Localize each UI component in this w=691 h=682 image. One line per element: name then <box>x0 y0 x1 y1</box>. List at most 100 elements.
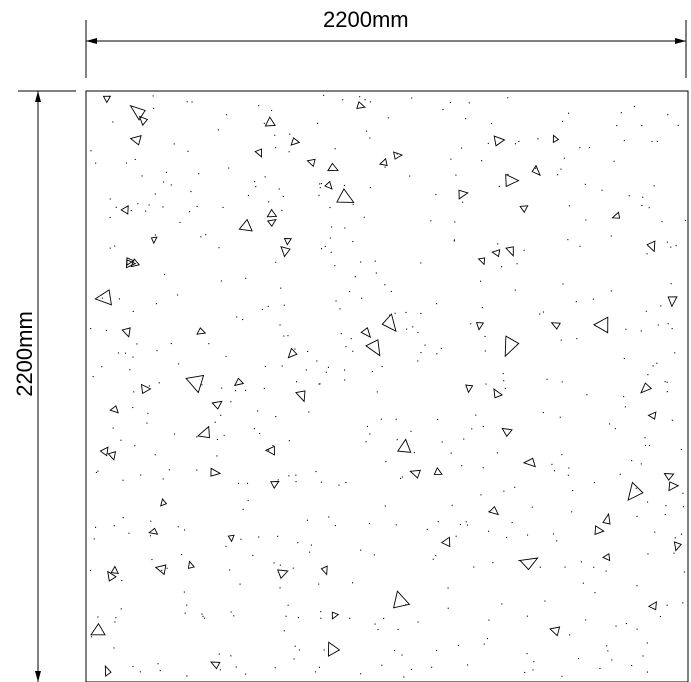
hatch-dot <box>360 261 362 263</box>
hatch-dot <box>660 305 662 307</box>
hatch-triangle <box>493 388 504 399</box>
hatch-triangle <box>505 173 520 188</box>
hatch-triangle <box>393 590 411 609</box>
hatch-triangle <box>121 327 131 338</box>
hatch-dot <box>514 486 516 488</box>
hatch-dot <box>334 148 336 150</box>
hatch-dot <box>117 352 119 354</box>
hatch-dot <box>636 628 638 630</box>
hatch-dot <box>285 615 287 617</box>
hatch-dot <box>568 112 570 114</box>
hatch-triangle <box>238 218 253 232</box>
hatch-dot <box>412 326 414 328</box>
hatch-dot <box>95 471 97 473</box>
hatch-dot <box>115 617 117 619</box>
left-dimension-arrow-top <box>35 91 41 102</box>
hatch-triangle <box>381 313 397 332</box>
hatch-dot <box>109 247 111 249</box>
concrete-hatch-pattern <box>90 94 686 678</box>
hatch-dot <box>426 528 428 530</box>
hatch-dot <box>453 240 455 242</box>
hatch-dot <box>306 519 308 521</box>
hatch-triangle <box>196 425 210 439</box>
left-dimension-arrow-bottom <box>35 671 41 682</box>
hatch-dot <box>242 508 244 510</box>
hatch-dot <box>677 124 679 126</box>
hatch-dot <box>682 602 684 604</box>
hatch-dot <box>435 194 437 196</box>
hatch-dot <box>544 600 546 602</box>
hatch-dot <box>196 469 198 471</box>
hatch-dot <box>153 107 155 109</box>
hatch-dot <box>245 673 247 675</box>
hatch-triangle <box>160 498 168 507</box>
hatch-dot <box>314 671 316 673</box>
hatch-triangle <box>283 238 293 246</box>
hatch-dot <box>442 109 444 111</box>
hatch-dot <box>667 114 669 116</box>
hatch-dot <box>681 533 683 535</box>
hatch-dot <box>376 391 378 393</box>
hatch-dot <box>560 168 562 170</box>
hatch-dot <box>174 433 176 435</box>
hatch-dot <box>141 175 143 177</box>
hatch-dot <box>90 569 92 571</box>
hatch-triangle <box>140 383 152 395</box>
hatch-dot <box>542 412 544 414</box>
hatch-dot <box>128 532 130 534</box>
hatch-dot <box>487 142 489 144</box>
hatch-dot <box>507 97 509 99</box>
hatch-dot <box>492 562 494 564</box>
hatch-dot <box>93 538 95 540</box>
hatch-triangle <box>640 382 653 394</box>
hatch-dot <box>152 95 154 97</box>
hatch-dot <box>279 564 281 566</box>
hatch-dot <box>315 471 317 473</box>
hatch-dot <box>329 237 331 239</box>
hatch-dot <box>335 300 337 302</box>
hatch-dot <box>465 118 467 120</box>
hatch-dot <box>625 623 627 625</box>
hatch-dot <box>137 203 139 205</box>
hatch-dot <box>400 477 402 479</box>
hatch-dot <box>467 664 469 666</box>
hatch-dot <box>430 220 432 222</box>
hatch-dot <box>560 339 562 341</box>
hatch-dot <box>139 671 141 673</box>
hatch-dot <box>535 167 537 169</box>
hatch-dot <box>354 276 356 278</box>
hatch-dot <box>457 644 459 646</box>
hatch-dot <box>579 245 581 247</box>
hatch-dot <box>585 219 587 221</box>
hatch-triangle <box>110 565 119 574</box>
hatch-dot <box>623 140 625 142</box>
hatch-dot <box>155 303 157 305</box>
hatch-dot <box>145 210 147 212</box>
hatch-dot <box>537 138 539 140</box>
hatch-triangle <box>99 446 109 457</box>
hatch-dot <box>661 221 663 223</box>
hatch-dot <box>644 444 646 446</box>
hatch-dot <box>255 186 257 188</box>
hatch-dot <box>191 101 193 103</box>
hatch-dot <box>230 611 232 613</box>
hatch-dot <box>647 553 649 555</box>
hatch-triangle <box>187 560 196 570</box>
hatch-dot <box>196 436 198 438</box>
hatch-dot <box>236 316 238 318</box>
hatch-dot <box>112 427 114 429</box>
hatch-dot <box>132 310 134 312</box>
hatch-triangle <box>552 134 560 144</box>
hatch-dot <box>216 455 218 457</box>
hatch-dot <box>360 549 362 551</box>
hatch-dot <box>511 522 513 524</box>
hatch-dot <box>373 554 375 556</box>
hatch-dot <box>484 335 486 337</box>
hatch-dot <box>173 143 175 145</box>
hatch-dot <box>147 412 149 414</box>
hatch-dot <box>118 298 120 300</box>
hatch-triangle <box>270 481 280 489</box>
hatch-dot <box>383 617 385 619</box>
hatch-dot <box>101 297 103 299</box>
hatch-dot <box>328 516 330 518</box>
